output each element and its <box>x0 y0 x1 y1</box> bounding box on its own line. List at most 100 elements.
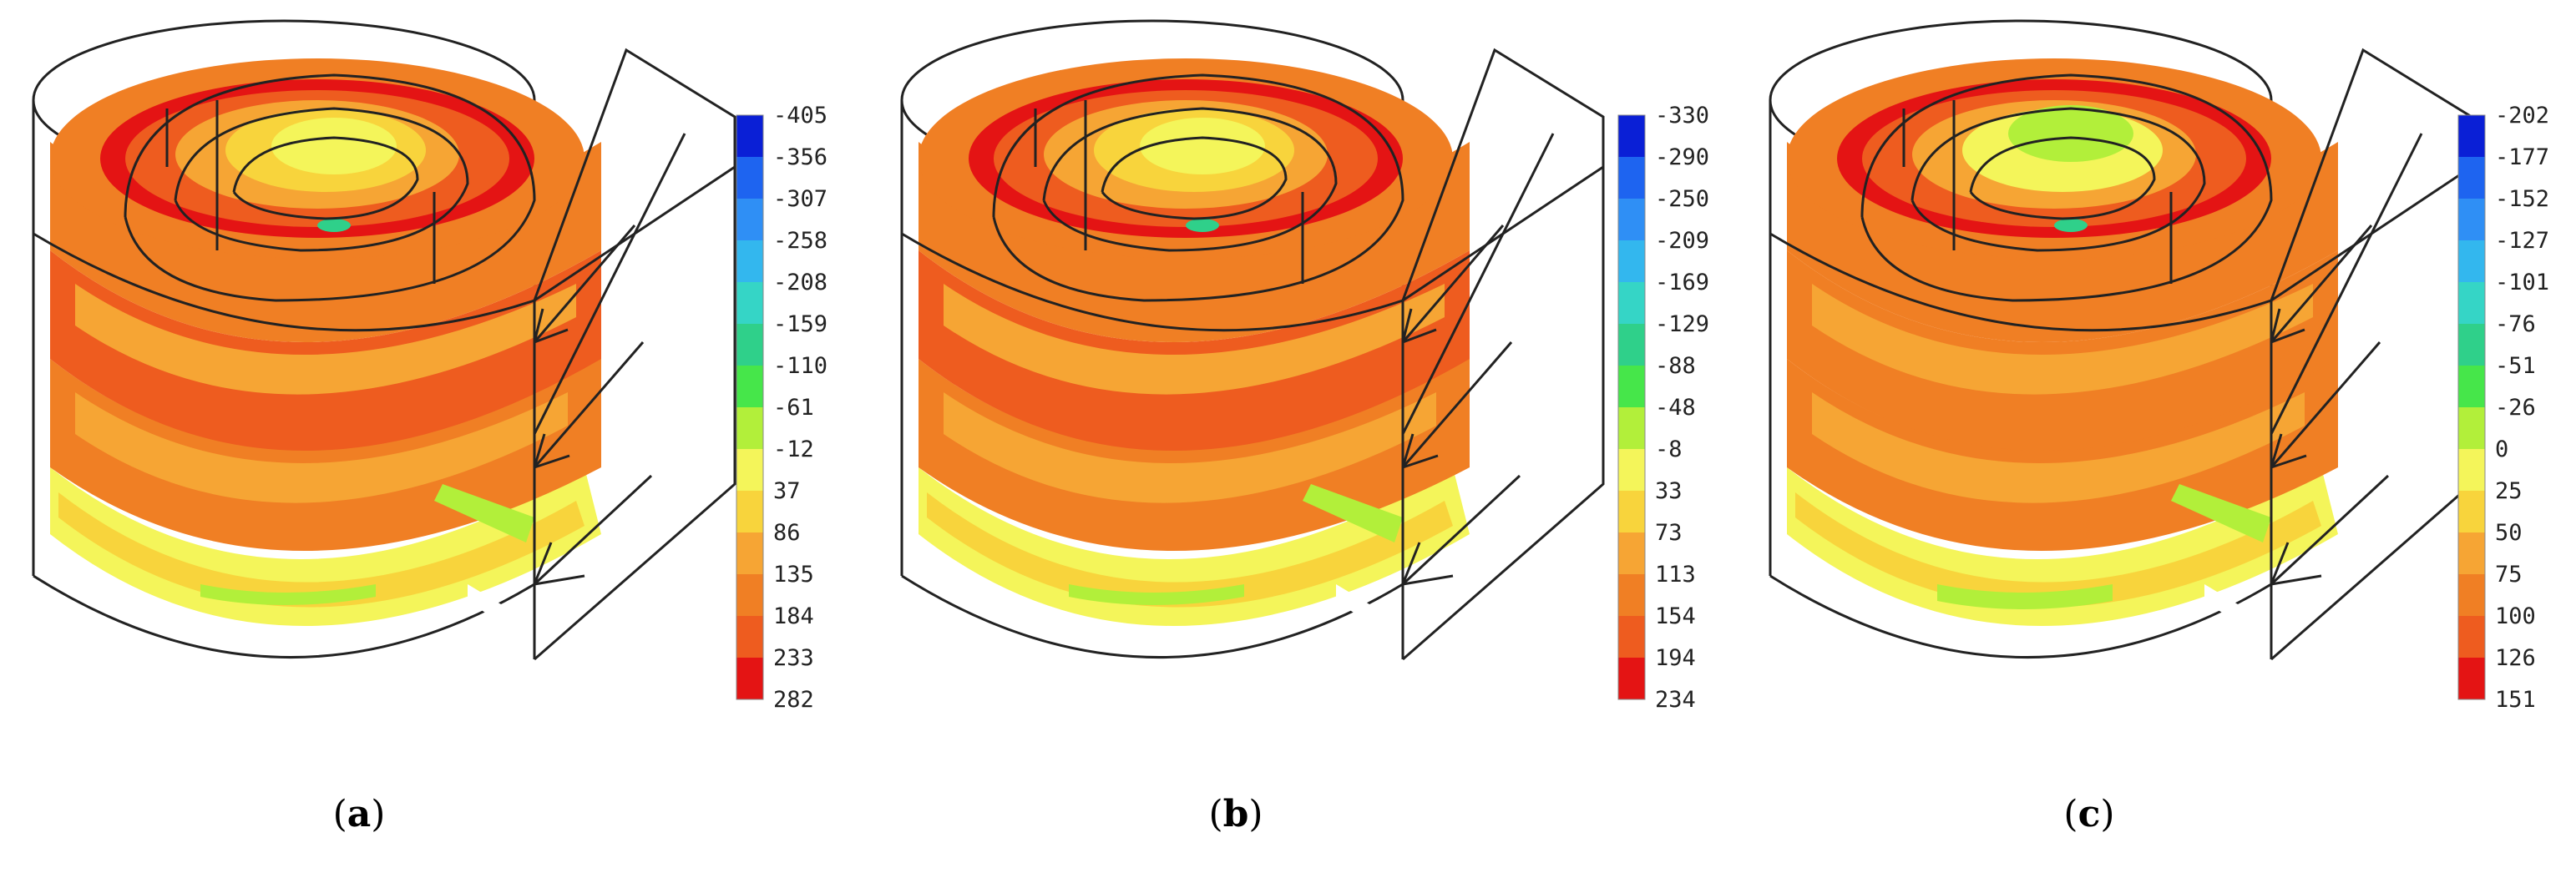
color-scale-bar <box>736 114 764 700</box>
scale-swatch <box>2458 324 2485 366</box>
scale-swatch <box>736 366 763 407</box>
scale-tick-label: -129 <box>1655 311 1710 337</box>
scale-tick-label: 75 <box>2495 562 2523 588</box>
scale-frame <box>2457 114 2486 700</box>
scale-swatch <box>2458 157 2485 199</box>
color-scale-bar <box>2457 114 2486 700</box>
scale-tick-label: -88 <box>1655 353 1696 379</box>
scale-tick-label: 154 <box>1655 603 1696 629</box>
scale-swatch <box>1618 366 1645 407</box>
panel-caption: (c) <box>2063 793 2115 835</box>
scale-swatch <box>1618 282 1645 324</box>
scale-swatch <box>736 449 763 491</box>
scale-tick-label: -250 <box>1655 186 1710 212</box>
scale-swatch <box>1618 658 1645 699</box>
scale-swatch <box>2458 616 2485 658</box>
scale-tick-label: 194 <box>1655 645 1696 671</box>
scale-tick-label: -61 <box>773 395 814 421</box>
scale-swatch <box>2458 491 2485 532</box>
scale-tick-label: 282 <box>773 687 814 713</box>
scale-tick-label: -209 <box>1655 228 1710 254</box>
scale-swatch <box>2458 574 2485 616</box>
scale-tick-label: -101 <box>2495 270 2550 295</box>
scale-swatch <box>1618 324 1645 366</box>
scale-tick-label: -356 <box>773 144 828 170</box>
scale-tick-label: -110 <box>773 353 828 379</box>
scale-swatch <box>736 407 763 449</box>
scale-swatch <box>1618 491 1645 532</box>
scale-tick-label: 37 <box>773 478 801 504</box>
scale-swatch <box>1618 407 1645 449</box>
scale-tick-label: -290 <box>1655 144 1710 170</box>
scale-tick-label: -48 <box>1655 395 1696 421</box>
scale-tick-label: -26 <box>2495 395 2536 421</box>
scale-tick-label: -330 <box>1655 103 1710 129</box>
scale-tick-label: -307 <box>773 186 828 212</box>
scale-swatch <box>736 532 763 574</box>
scale-swatch <box>1618 199 1645 240</box>
panel-c: -202 -177 -152 -127 -101 -76 -51 -26 0 25 50 75 100 1… <box>1737 0 2576 878</box>
scale-swatch <box>736 199 763 240</box>
scale-swatch <box>736 115 763 157</box>
panel-a: -405 -356 -307 -258 -208 -159 -110 -61 -12 37 86 13… <box>0 0 858 878</box>
color-scale-legend: -202 -177 -152 -127 -101 -76 -51 -26 0 25 50 75 100 1… <box>2457 104 2575 711</box>
scale-tick-label: -51 <box>2495 353 2536 379</box>
scale-tick-label: 135 <box>773 562 814 588</box>
scale-tick-label: 86 <box>773 520 801 546</box>
scale-frame <box>1617 114 1646 700</box>
scale-swatch <box>736 282 763 324</box>
scale-frame <box>736 114 764 700</box>
scale-tick-label: 151 <box>2495 687 2536 713</box>
scale-swatch <box>736 324 763 366</box>
stress-contour-model <box>1769 19 2473 661</box>
scale-swatch <box>1618 616 1645 658</box>
scale-swatch <box>2458 240 2485 282</box>
scale-tick-label: -208 <box>773 270 828 295</box>
scale-swatch <box>2458 115 2485 157</box>
stress-contour-model <box>900 19 1605 661</box>
scale-tick-label: -405 <box>773 103 828 129</box>
scale-tick-label: 25 <box>2495 478 2523 504</box>
scale-tick-label: -159 <box>773 311 828 337</box>
scale-tick-label: 233 <box>773 645 814 671</box>
scale-swatch <box>736 658 763 699</box>
scale-tick-label: -258 <box>773 228 828 254</box>
scale-swatch <box>736 491 763 532</box>
scale-swatch <box>736 616 763 658</box>
scale-swatch <box>1618 115 1645 157</box>
scale-tick-label: -152 <box>2495 186 2550 212</box>
scale-swatch <box>1618 449 1645 491</box>
scale-swatch <box>2458 449 2485 491</box>
scale-tick-label: -8 <box>1655 436 1683 462</box>
color-scale-bar <box>1617 114 1646 700</box>
scale-swatch <box>1618 240 1645 282</box>
scale-tick-label: 113 <box>1655 562 1696 588</box>
panel-caption: (a) <box>332 793 386 835</box>
scale-swatch <box>2458 282 2485 324</box>
scale-swatch <box>2458 658 2485 699</box>
scale-tick-label: 33 <box>1655 478 1683 504</box>
panel-caption: (b) <box>1208 793 1263 835</box>
scale-tick-label: -127 <box>2495 228 2550 254</box>
scale-swatch <box>2458 532 2485 574</box>
scale-tick-label: -177 <box>2495 144 2550 170</box>
scale-tick-label: 73 <box>1655 520 1683 546</box>
scale-tick-label: -76 <box>2495 311 2536 337</box>
scale-tick-label: 126 <box>2495 645 2536 671</box>
color-scale-legend: -405 -356 -307 -258 -208 -159 -110 -61 -12 37 86 13… <box>736 103 853 711</box>
scale-swatch <box>736 574 763 616</box>
stress-contour-model <box>32 19 736 661</box>
scale-tick-label: 184 <box>773 603 814 629</box>
scale-swatch <box>2458 199 2485 240</box>
scale-tick-label: 100 <box>2495 603 2536 629</box>
scale-tick-label: 234 <box>1655 687 1696 713</box>
scale-swatch <box>1618 532 1645 574</box>
scale-swatch <box>2458 366 2485 407</box>
scale-swatch <box>736 240 763 282</box>
scale-tick-label: -12 <box>773 436 814 462</box>
scale-tick-label: 0 <box>2495 436 2509 462</box>
scale-swatch <box>1618 157 1645 199</box>
scale-swatch <box>736 157 763 199</box>
scale-swatch <box>2458 407 2485 449</box>
scale-tick-label: -169 <box>1655 270 1710 295</box>
